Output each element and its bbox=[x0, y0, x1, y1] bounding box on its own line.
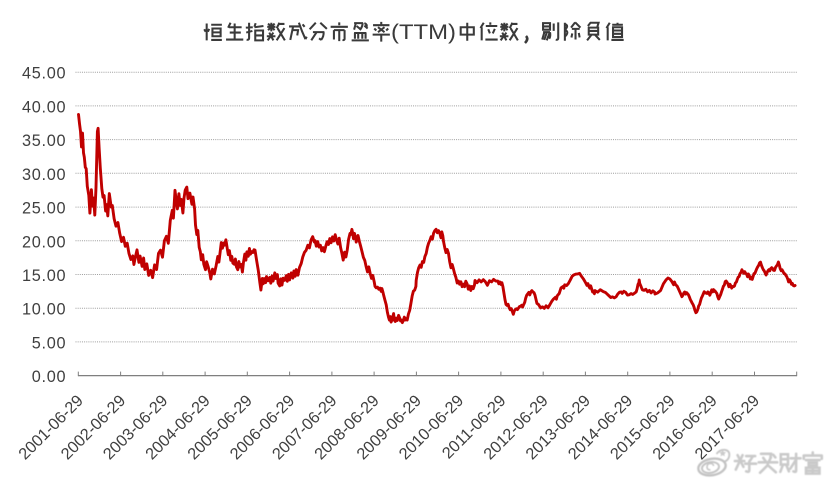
svg-text:35.00: 35.00 bbox=[22, 132, 66, 150]
svg-text:10.00: 10.00 bbox=[22, 301, 66, 319]
svg-text:0.00: 0.00 bbox=[32, 368, 67, 386]
svg-text:45.00: 45.00 bbox=[22, 65, 66, 83]
svg-text:20.00: 20.00 bbox=[22, 233, 66, 251]
svg-text:25.00: 25.00 bbox=[22, 200, 66, 218]
svg-text:15.00: 15.00 bbox=[22, 267, 66, 285]
svg-text:40.00: 40.00 bbox=[22, 98, 66, 116]
svg-text:(TTM): (TTM) bbox=[391, 21, 456, 44]
svg-text:30.00: 30.00 bbox=[22, 166, 66, 184]
svg-text:5.00: 5.00 bbox=[32, 334, 67, 352]
